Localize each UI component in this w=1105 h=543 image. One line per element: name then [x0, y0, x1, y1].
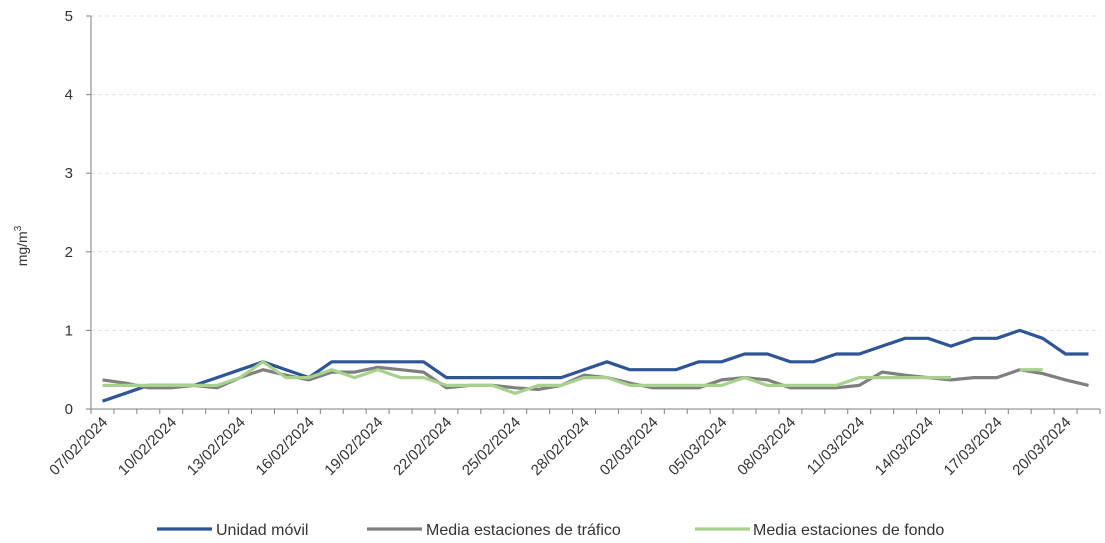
legend-label: Media estaciones de tráfico	[426, 522, 621, 539]
y-tick-label: 4	[65, 87, 73, 104]
x-tick-label: 02/03/2024	[597, 414, 662, 479]
series-line	[102, 360, 951, 395]
x-tick-label: 11/03/2024	[804, 414, 868, 478]
x-tick-label: 20/03/2024	[1009, 414, 1074, 479]
x-tick-label: 17/03/2024	[941, 414, 1006, 479]
legend-item: Media estaciones de tráfico	[367, 522, 621, 539]
x-tick-label: 05/03/2024	[665, 414, 730, 479]
x-tick-label: 10/02/2024	[115, 414, 180, 479]
y-axis-title: mg/m3	[13, 225, 30, 266]
x-tick-label: 28/02/2024	[528, 414, 593, 479]
x-tick-label: 25/02/2024	[459, 414, 524, 479]
x-tick-label: 14/03/2024	[872, 414, 937, 479]
legend-item: Media estaciones de fondo	[695, 522, 944, 539]
axes	[86, 15, 1101, 414]
x-tick-labels: 07/02/2024 10/02/2024 13/02/2024 16/02/2024…	[46, 414, 1074, 479]
series-line	[101, 328, 1089, 403]
series-1	[101, 328, 1089, 403]
x-tick-label: 19/02/2024	[321, 414, 386, 479]
series-lines	[101, 328, 1089, 403]
x-tick-label: 08/03/2024	[734, 414, 799, 479]
y-tick-label: 0	[65, 401, 73, 418]
y-axis-title-superscript: 3	[13, 225, 24, 231]
y-tick-label: 2	[65, 244, 73, 261]
legend-label: Unidad móvil	[216, 522, 308, 539]
y-tick-label: 3	[65, 165, 73, 182]
legend: Unidad móvil Media estaciones de tráfico M…	[157, 522, 944, 539]
y-tick-label: 5	[65, 8, 73, 25]
x-tick-label: 07/02/2024	[46, 414, 111, 479]
y-tick-label: 1	[65, 322, 73, 339]
x-tick-label: 16/02/2024	[253, 414, 318, 479]
legend-label: Media estaciones de fondo	[753, 522, 944, 539]
gridlines	[91, 15, 1100, 331]
y-tick-labels: 0 1 2 3 4 5	[65, 8, 73, 418]
x-tick-label: 22/02/2024	[390, 414, 455, 479]
series-3	[102, 360, 1043, 395]
x-tick-label: 13/02/2024	[184, 414, 249, 479]
legend-item: Unidad móvil	[157, 522, 308, 539]
